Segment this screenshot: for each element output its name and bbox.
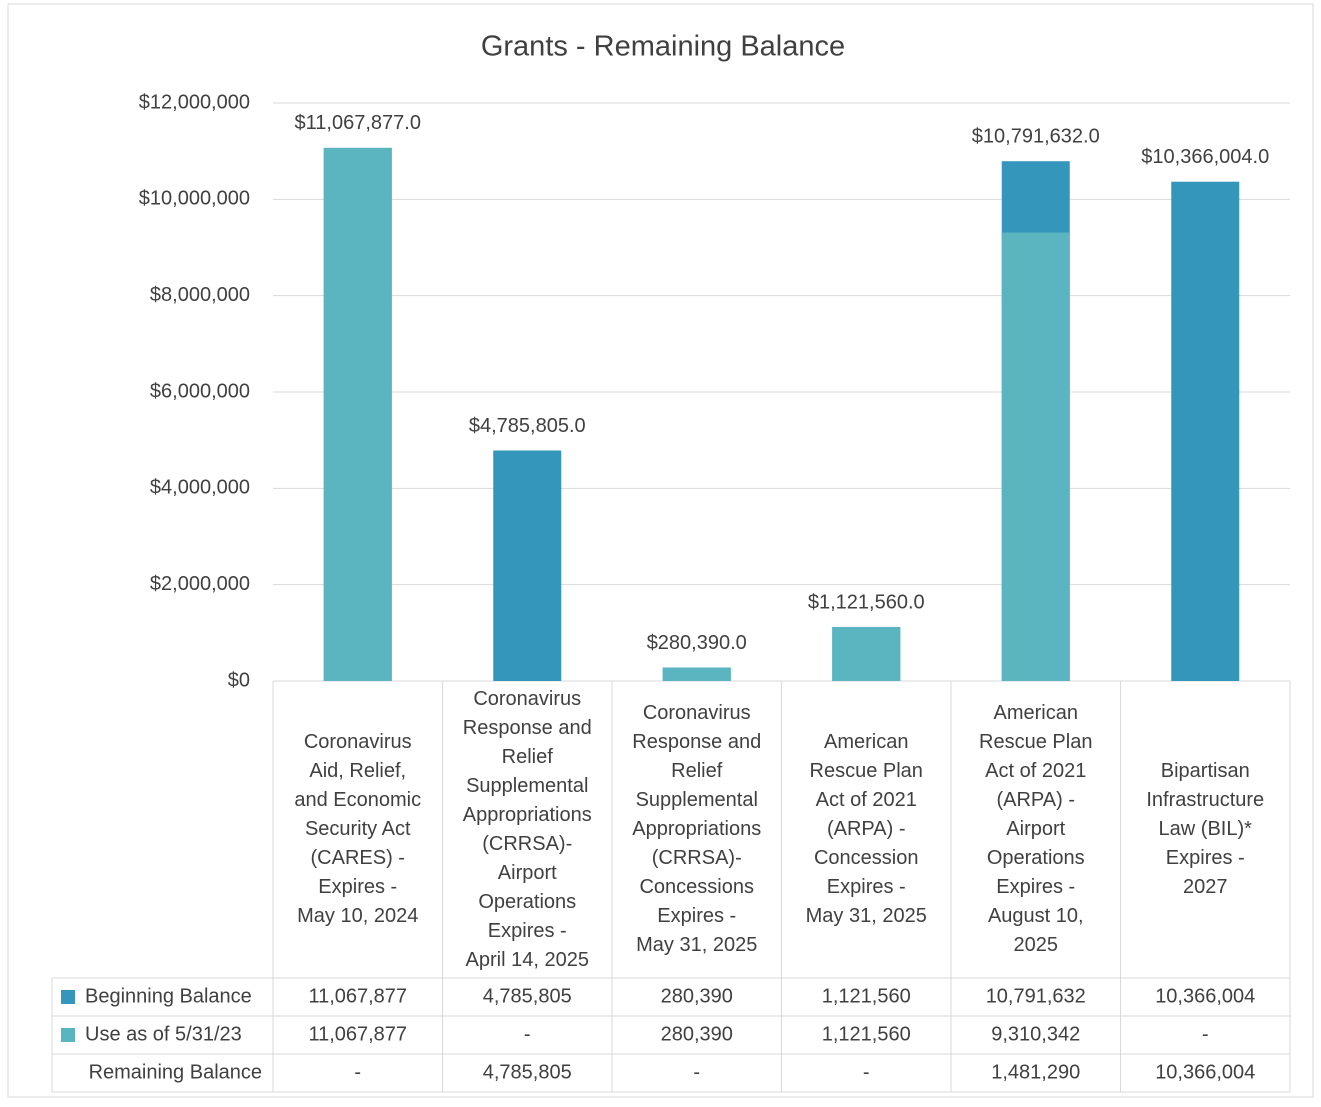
data-label: $1,121,560.0: [808, 591, 925, 613]
table-value: 1,121,560: [822, 1023, 911, 1045]
x-tick-label: Coronavirus Aid, Relief, and Economic Se…: [294, 731, 422, 927]
legend-key: [61, 990, 75, 1004]
data-label: $4,785,805.0: [469, 415, 586, 437]
bar: [1171, 181, 1240, 681]
table-value: 11,067,877: [308, 1023, 407, 1045]
table-value: 1,121,560: [822, 985, 911, 1007]
y-tick-label: $2,000,000: [150, 573, 250, 595]
table-value: 10,366,004: [1155, 985, 1255, 1007]
table-value: 1,481,290: [991, 1061, 1080, 1083]
legend-key: [61, 1028, 75, 1042]
x-tick-label: Bipartisan Infrastructure Law (BIL)* Exp…: [1146, 760, 1265, 898]
table-value: 4,785,805: [483, 985, 572, 1007]
table-value: 10,791,632: [986, 985, 1086, 1007]
table-value: 280,390: [661, 985, 733, 1007]
table-value: -: [693, 1061, 700, 1083]
bar: [1001, 232, 1070, 681]
chart-border: [7, 3, 1314, 1098]
x-tick-label: American Rescue Plan Act of 2021 (ARPA) …: [805, 731, 927, 927]
category-cell: Coronavirus Response and Relief Suppleme…: [632, 702, 762, 956]
table-value: -: [1202, 1023, 1209, 1045]
chart-title: Grants - Remaining Balance: [481, 31, 845, 63]
table-value: 4,785,805: [483, 1061, 572, 1083]
category-cell: American Rescue Plan Act of 2021 (ARPA) …: [805, 731, 927, 927]
x-tick-label: Coronavirus Response and Relief Suppleme…: [632, 702, 762, 956]
category-cell: American Rescue Plan Act of 2021 (ARPA) …: [979, 702, 1093, 956]
category-cell: Coronavirus Aid, Relief, and Economic Se…: [294, 731, 422, 927]
table-value: 11,067,877: [308, 985, 407, 1007]
y-tick-label: $0: [228, 669, 250, 691]
legend-label: Beginning Balance: [85, 985, 252, 1007]
y-tick-label: $8,000,000: [150, 284, 250, 306]
table-value: -: [354, 1061, 361, 1083]
table-value: 280,390: [661, 1023, 733, 1045]
legend-label: Remaining Balance: [89, 1061, 262, 1083]
x-tick-label: Coronavirus Response and Relief Suppleme…: [462, 687, 592, 971]
category-cell: Coronavirus Response and Relief Suppleme…: [462, 687, 592, 971]
table-value: 10,366,004: [1155, 1061, 1255, 1083]
y-tick-label: $6,000,000: [150, 380, 250, 402]
table-value: 9,310,342: [991, 1023, 1080, 1045]
bar: [832, 626, 901, 681]
bar: [662, 667, 731, 681]
category-cell: Bipartisan Infrastructure Law (BIL)* Exp…: [1146, 760, 1265, 898]
y-tick-label: $4,000,000: [150, 477, 250, 499]
table-value: -: [524, 1023, 531, 1045]
data-label: $10,791,632.0: [972, 125, 1100, 147]
x-tick-label: American Rescue Plan Act of 2021 (ARPA) …: [979, 702, 1093, 956]
table-value: -: [863, 1061, 870, 1083]
data-label: $11,067,877.0: [295, 112, 421, 134]
bar: [323, 147, 392, 681]
y-tick-label: $10,000,000: [139, 188, 250, 210]
bar: [493, 450, 562, 681]
data-label: $280,390.0: [647, 632, 747, 654]
data-label: $10,366,004.0: [1141, 146, 1269, 168]
legend-label: Use as of 5/31/23: [85, 1023, 242, 1045]
y-tick-label: $12,000,000: [139, 91, 250, 113]
